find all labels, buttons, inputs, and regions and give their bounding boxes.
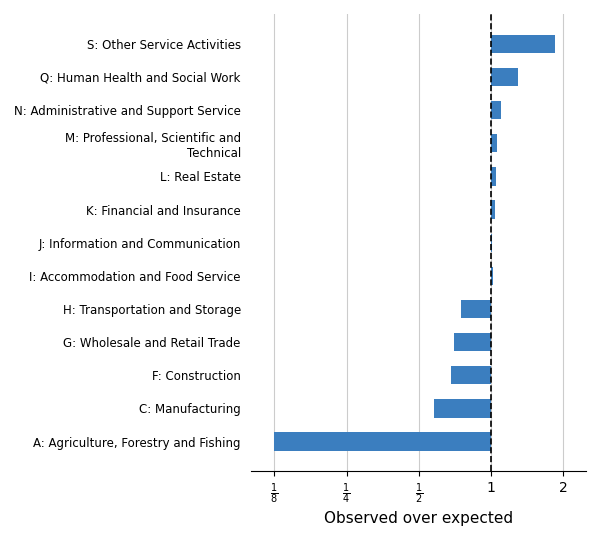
X-axis label: Observed over expected: Observed over expected (324, 511, 513, 526)
Bar (491, 134, 497, 152)
Bar (461, 300, 491, 318)
Bar (491, 35, 555, 53)
Bar (434, 399, 491, 417)
Bar (491, 68, 518, 86)
Bar (491, 101, 500, 119)
Bar (451, 366, 491, 384)
Bar (491, 234, 492, 252)
Bar (491, 167, 496, 186)
Bar (491, 267, 493, 285)
Bar (454, 333, 491, 351)
Bar (491, 200, 495, 219)
Bar (274, 433, 491, 451)
